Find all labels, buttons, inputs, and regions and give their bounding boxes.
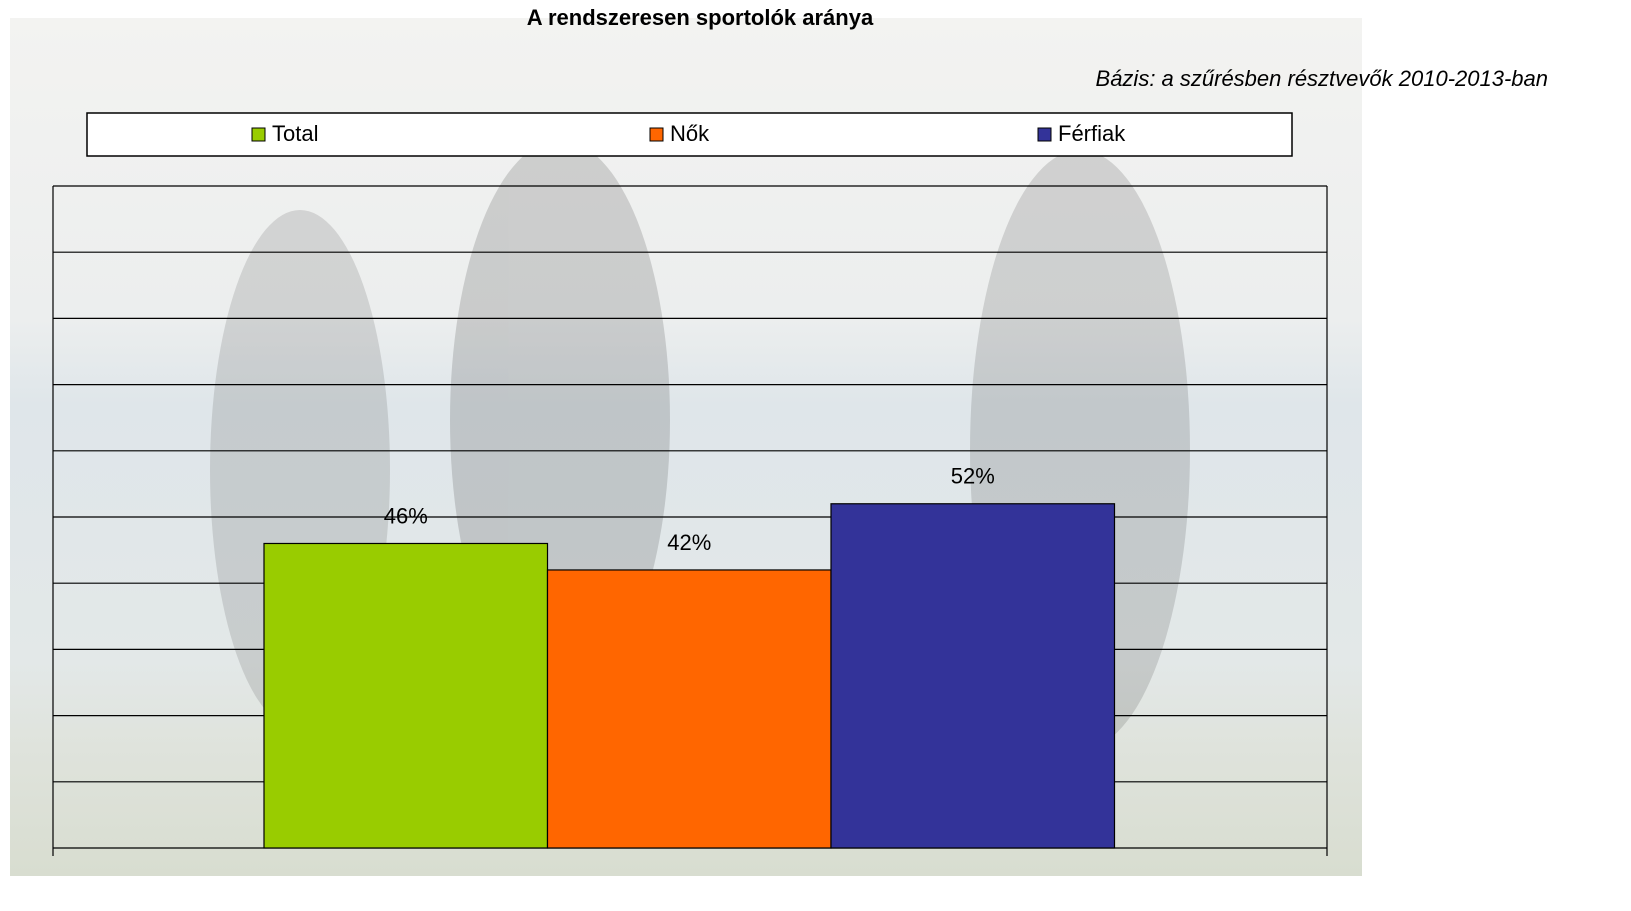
data-label: 52% <box>951 464 995 489</box>
bar <box>546 569 832 849</box>
bar <box>263 542 549 849</box>
legend-label: Férfiak <box>1058 121 1126 146</box>
chart-title: A rendszeresen sportolók aránya <box>527 5 874 30</box>
legend-box <box>86 112 1293 157</box>
legend-swatch <box>649 127 664 142</box>
legend-label: Total <box>272 121 318 146</box>
legend-swatch <box>251 127 266 142</box>
bar <box>830 503 1116 849</box>
chart-subtitle: Bázis: a szűrésben résztvevők 2010-2013-… <box>1096 66 1548 91</box>
legend-label: Nők <box>670 121 710 146</box>
legend-swatch <box>1037 127 1052 142</box>
data-label: 46% <box>384 503 428 528</box>
data-label: 42% <box>667 530 711 555</box>
